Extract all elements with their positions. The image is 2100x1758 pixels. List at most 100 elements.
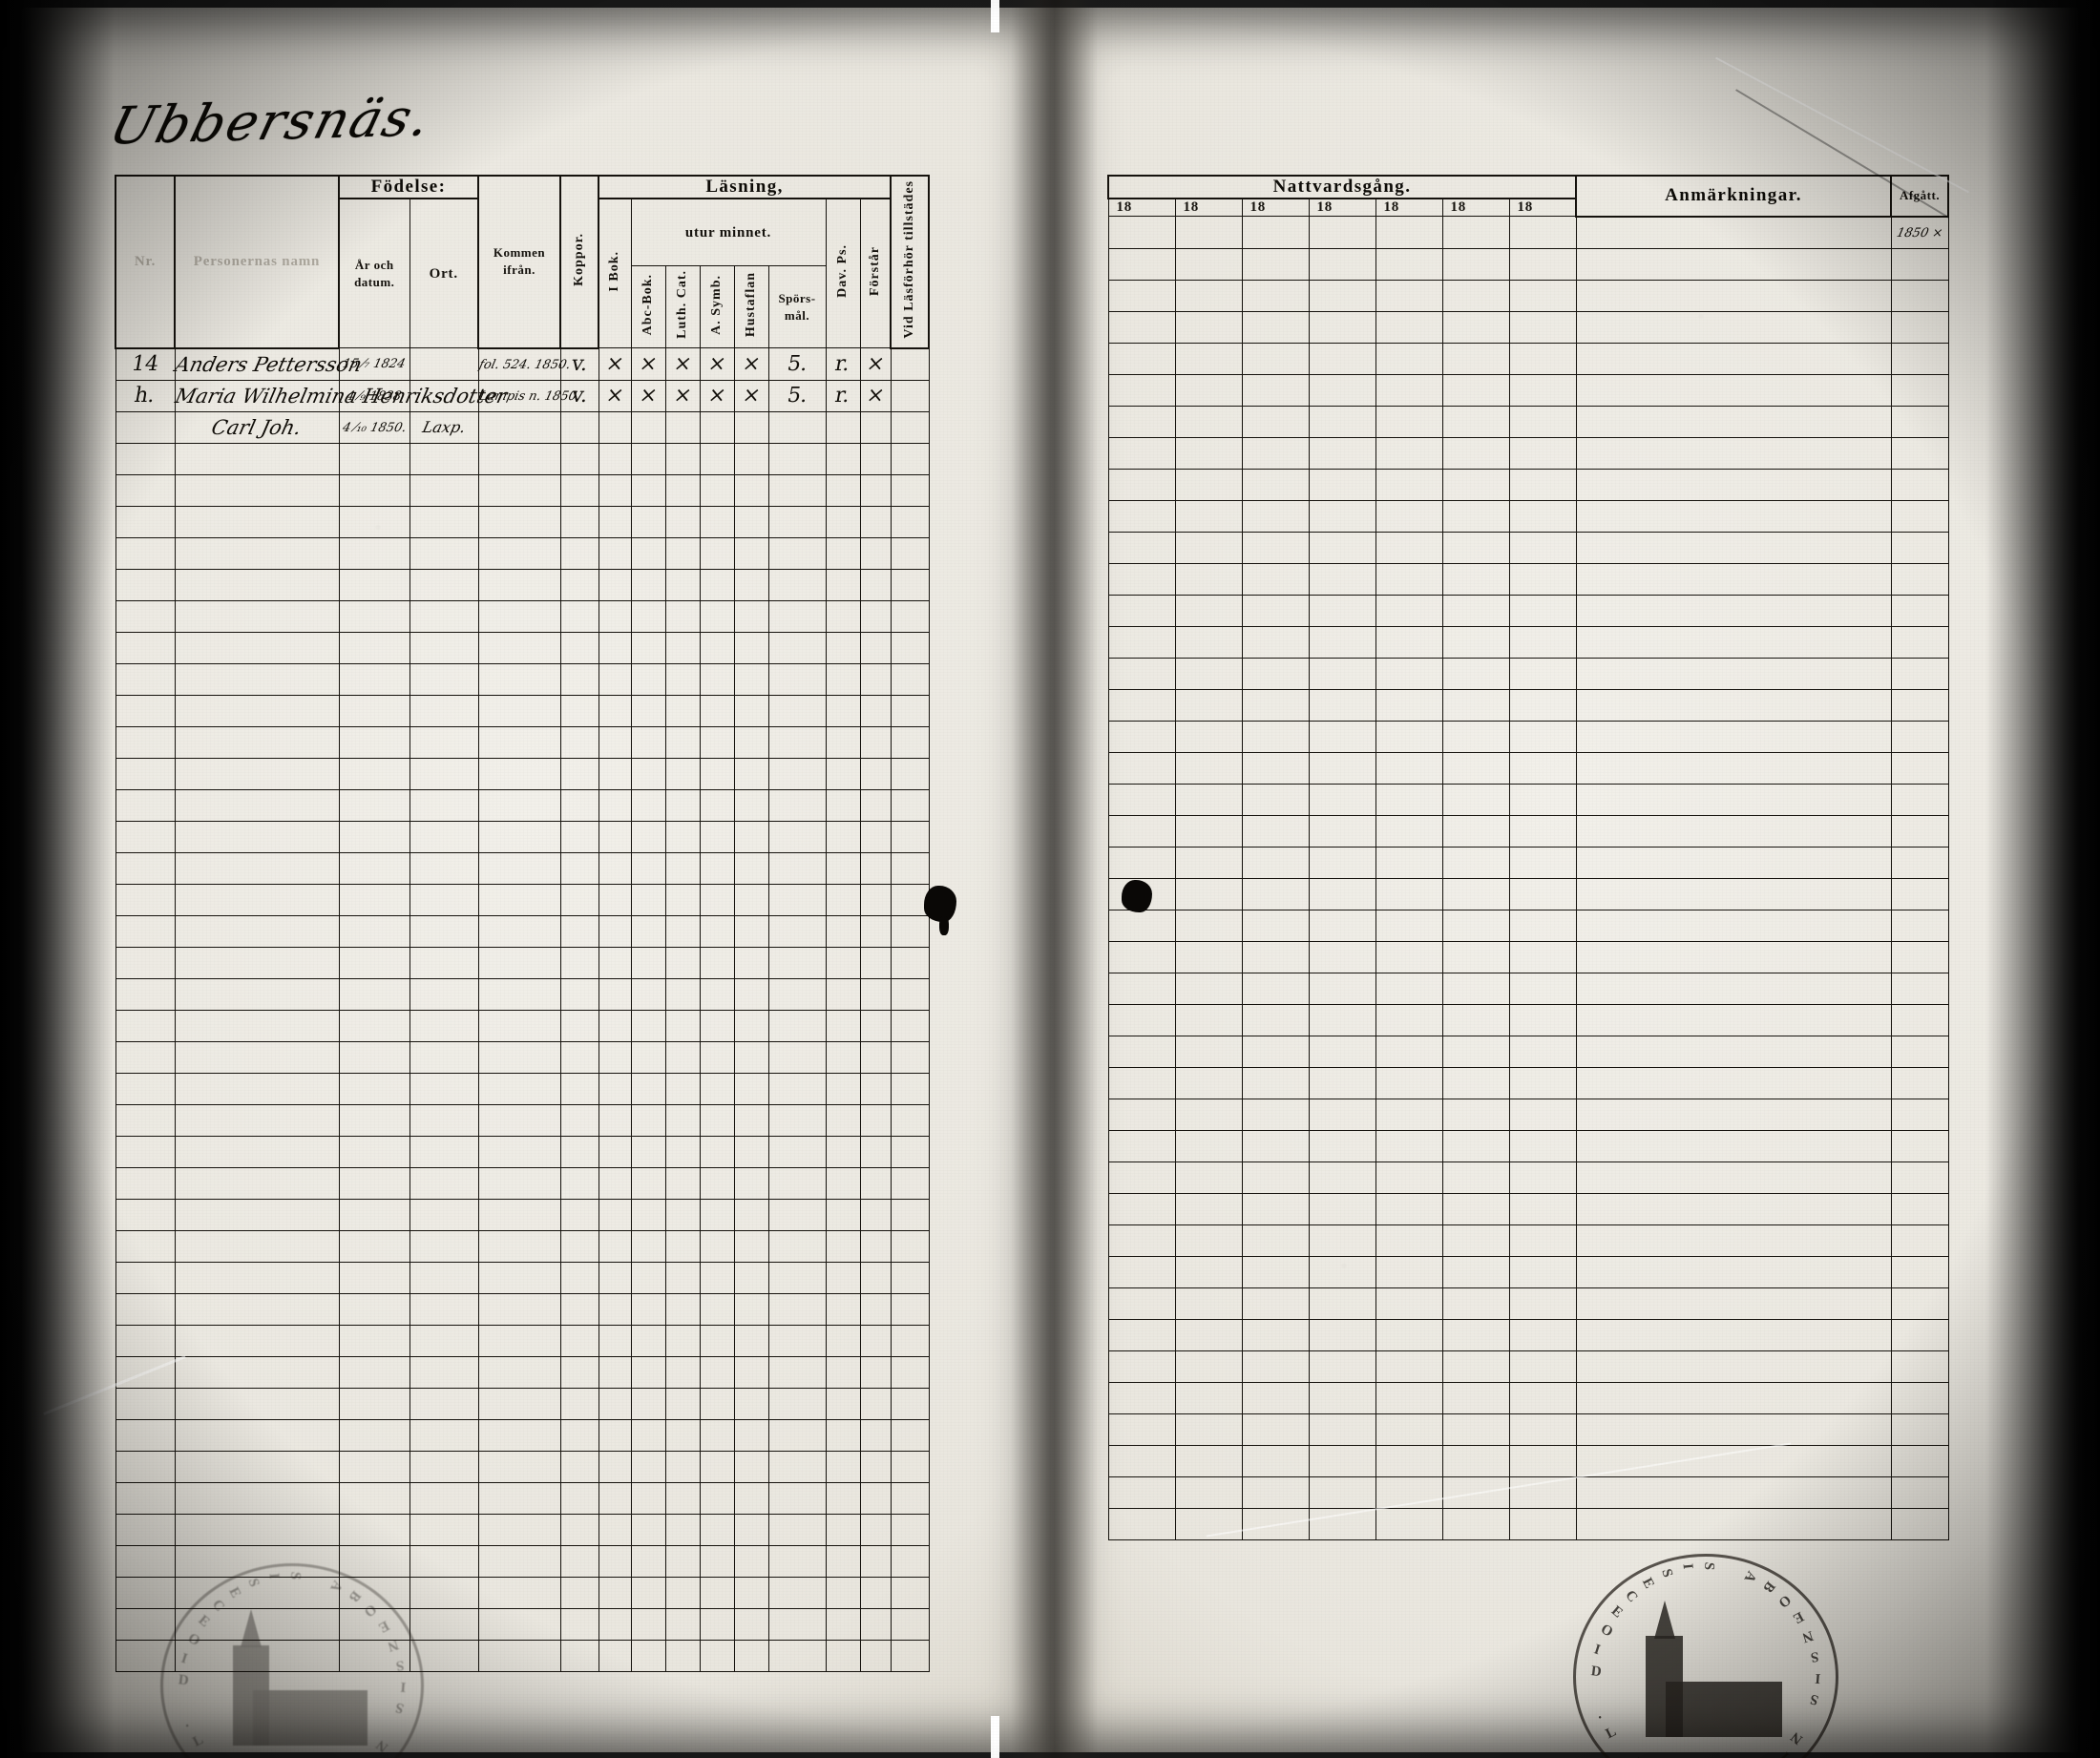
cell-forstar[interactable] [859,662,892,696]
cell-vid-lasforhor[interactable] [890,1135,930,1168]
cell-kommen_ifran[interactable] [477,1009,561,1042]
table-row[interactable] [1107,405,1949,438]
table-row[interactable] [1107,279,1949,312]
table-row[interactable]: 1850 × [1107,216,1949,249]
cell-birth_place[interactable] [409,1450,479,1483]
cell-nattvard-4[interactable] [1308,1224,1376,1257]
cell-name[interactable] [174,1355,340,1389]
cell-nattvard-3[interactable] [1241,1507,1310,1540]
cell-koppor[interactable] [559,788,599,822]
table-row[interactable] [1107,657,1949,690]
cell-afgatt[interactable] [1890,1161,1949,1194]
cell-nattvard-7[interactable] [1508,1035,1577,1068]
cell-name[interactable] [174,1292,340,1326]
cell-dav_ps[interactable] [825,946,861,979]
table-row[interactable]: h. Maria Wilhelmina Henriksdotter 4 ⁄₉ 183… [115,379,930,412]
cell-a_symb[interactable] [699,1292,735,1326]
cell-birth_year[interactable] [338,473,410,507]
cell-nattvard-2[interactable] [1174,499,1243,533]
cell-birth_place[interactable] [409,946,479,979]
cell-nattvard-2[interactable] [1174,562,1243,596]
cell-nattvard-1[interactable] [1107,468,1176,501]
cell-birth_place[interactable] [409,1229,479,1263]
cell-abc_bok[interactable] [630,1450,666,1483]
table-row[interactable] [1107,468,1949,501]
cell-koppor[interactable] [559,536,599,570]
cell-nattvard-1[interactable] [1107,688,1176,722]
table-row[interactable] [115,1009,930,1042]
cell-nattvard-5[interactable] [1375,531,1443,564]
cell-vid-lasforhor[interactable] [890,788,930,822]
cell-birth_place[interactable] [409,1103,479,1137]
cell-name[interactable] [174,1450,340,1483]
cell-afgatt[interactable] [1890,909,1949,942]
cell-sporsmal[interactable] [767,1229,827,1263]
cell-nattvard-4[interactable] [1308,1318,1376,1351]
cell-i_bok[interactable] [598,1072,632,1105]
cell-hustaflan[interactable] [733,536,769,570]
cell-koppor[interactable] [559,1450,599,1483]
cell-nattvard-3[interactable] [1241,1192,1310,1225]
cell-sporsmal[interactable] [767,820,827,853]
cell-luth_cat[interactable] [664,1040,701,1074]
cell-nattvard-3[interactable] [1241,1413,1310,1446]
cell-hustaflan[interactable] [733,442,769,475]
cell-nattvard-4[interactable] [1308,531,1376,564]
cell-hustaflan[interactable] [733,1103,769,1137]
cell-vid-lasforhor[interactable] [890,442,930,475]
cell-koppor[interactable] [559,946,599,979]
cell-nattvard-5[interactable] [1375,499,1443,533]
cell-nattvard-2[interactable] [1174,1350,1243,1383]
cell-nr[interactable] [115,1450,176,1483]
cell-name[interactable] [174,914,340,948]
cell-nattvard-2[interactable] [1174,688,1243,722]
cell-anmarkningar[interactable] [1575,751,1892,785]
cell-nattvard-3[interactable] [1241,814,1310,848]
cell-nattvard-6[interactable] [1441,373,1510,407]
cell-anmarkningar[interactable] [1575,1192,1892,1225]
cell-abc_bok[interactable] [630,1166,666,1200]
cell-a_symb[interactable] [699,757,735,790]
cell-nattvard-5[interactable] [1375,1224,1443,1257]
cell-anmarkningar[interactable] [1575,1507,1892,1540]
cell-a_symb[interactable] [699,631,735,664]
cell-vid-lasforhor[interactable] [890,410,930,444]
cell-kommen_ifran[interactable] [477,1418,561,1452]
cell-anmarkningar[interactable] [1575,1035,1892,1068]
cell-nattvard-7[interactable] [1508,342,1577,375]
table-row[interactable] [115,1481,930,1515]
cell-nr[interactable] [115,631,176,664]
cell-koppor[interactable] [559,820,599,853]
table-row[interactable] [1107,814,1949,848]
cell-forstar[interactable] [859,946,892,979]
table-row[interactable] [115,725,930,759]
cell-nattvard-7[interactable] [1508,499,1577,533]
cell-nattvard-1[interactable] [1107,1129,1176,1162]
cell-nattvard-4[interactable] [1308,499,1376,533]
cell-sporsmal[interactable] [767,1355,827,1389]
cell-sporsmal[interactable] [767,1639,827,1672]
cell-nr[interactable] [115,1513,176,1546]
cell-afgatt[interactable] [1890,1381,1949,1414]
cell-vid-lasforhor[interactable] [890,820,930,853]
cell-afgatt[interactable] [1890,814,1949,848]
cell-birth_place[interactable] [409,1040,479,1074]
cell-nattvard-6[interactable] [1441,625,1510,659]
cell-birth_place[interactable] [409,599,479,633]
cell-nattvard-6[interactable] [1441,814,1510,848]
cell-nattvard-5[interactable] [1375,468,1443,501]
table-row[interactable] [1107,1350,1949,1383]
cell-vid-lasforhor[interactable] [890,694,930,727]
cell-nattvard-5[interactable] [1375,1192,1443,1225]
cell-i_bok[interactable] [598,1292,632,1326]
cell-hustaflan[interactable] [733,820,769,853]
cell-vid-lasforhor[interactable] [890,1387,930,1420]
table-row[interactable] [1107,877,1949,910]
table-row[interactable] [1107,1507,1949,1540]
cell-nattvard-4[interactable] [1308,688,1376,722]
cell-nattvard-4[interactable] [1308,940,1376,973]
cell-kommen_ifran[interactable] [477,568,561,601]
table-row[interactable] [1107,531,1949,564]
cell-a_symb[interactable] [699,568,735,601]
cell-sporsmal[interactable] [767,883,827,916]
